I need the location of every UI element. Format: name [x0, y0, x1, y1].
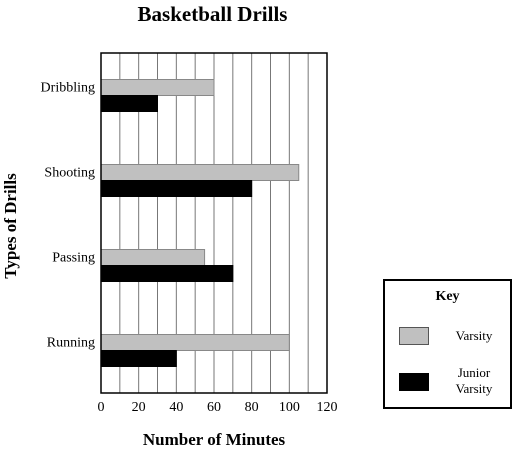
- category-label: Running: [47, 336, 95, 351]
- x-tick-label: 0: [98, 400, 105, 415]
- bar-running-varsity: [100, 334, 290, 351]
- legend-label-varsity: Varsity: [455, 328, 493, 343]
- legend-title: Key: [435, 289, 460, 304]
- bar-dribbling-junior-varsity: [100, 95, 158, 112]
- legend: Key Varsity Junior Varsity: [383, 279, 512, 409]
- bar-shooting-varsity: [100, 164, 300, 181]
- legend-swatch-junior-varsity: [399, 373, 429, 391]
- x-tick-label: 80: [245, 400, 259, 415]
- tick-labels: Dribbling Shooting Passing Running 0 20 40 60 80…: [41, 81, 338, 416]
- bars: [100, 79, 300, 367]
- legend-label-junior-varsity: Junior Varsity: [455, 365, 493, 396]
- chart-title: Basketball Drills: [137, 2, 288, 26]
- bar-dribbling-varsity: [100, 79, 215, 96]
- x-tick-label: 100: [279, 400, 300, 415]
- x-tick-label: 40: [169, 400, 183, 415]
- legend-swatch-varsity: [399, 327, 429, 345]
- axes: [100, 52, 328, 394]
- bar-passing-junior-varsity: [100, 265, 234, 282]
- bar-shooting-junior-varsity: [100, 180, 253, 197]
- x-tick-label: 60: [207, 400, 221, 415]
- x-tick-label: 120: [317, 400, 338, 415]
- bar-passing-varsity: [100, 249, 206, 266]
- category-label: Passing: [52, 251, 95, 266]
- plot-frame: [100, 52, 328, 394]
- category-label: Shooting: [44, 166, 95, 181]
- category-label: Dribbling: [41, 81, 95, 96]
- bar-running-junior-varsity: [100, 350, 177, 367]
- y-axis-label: Types of Drills: [1, 173, 20, 279]
- x-axis-label: Number of Minutes: [142, 430, 286, 449]
- x-tick-label: 20: [132, 400, 146, 415]
